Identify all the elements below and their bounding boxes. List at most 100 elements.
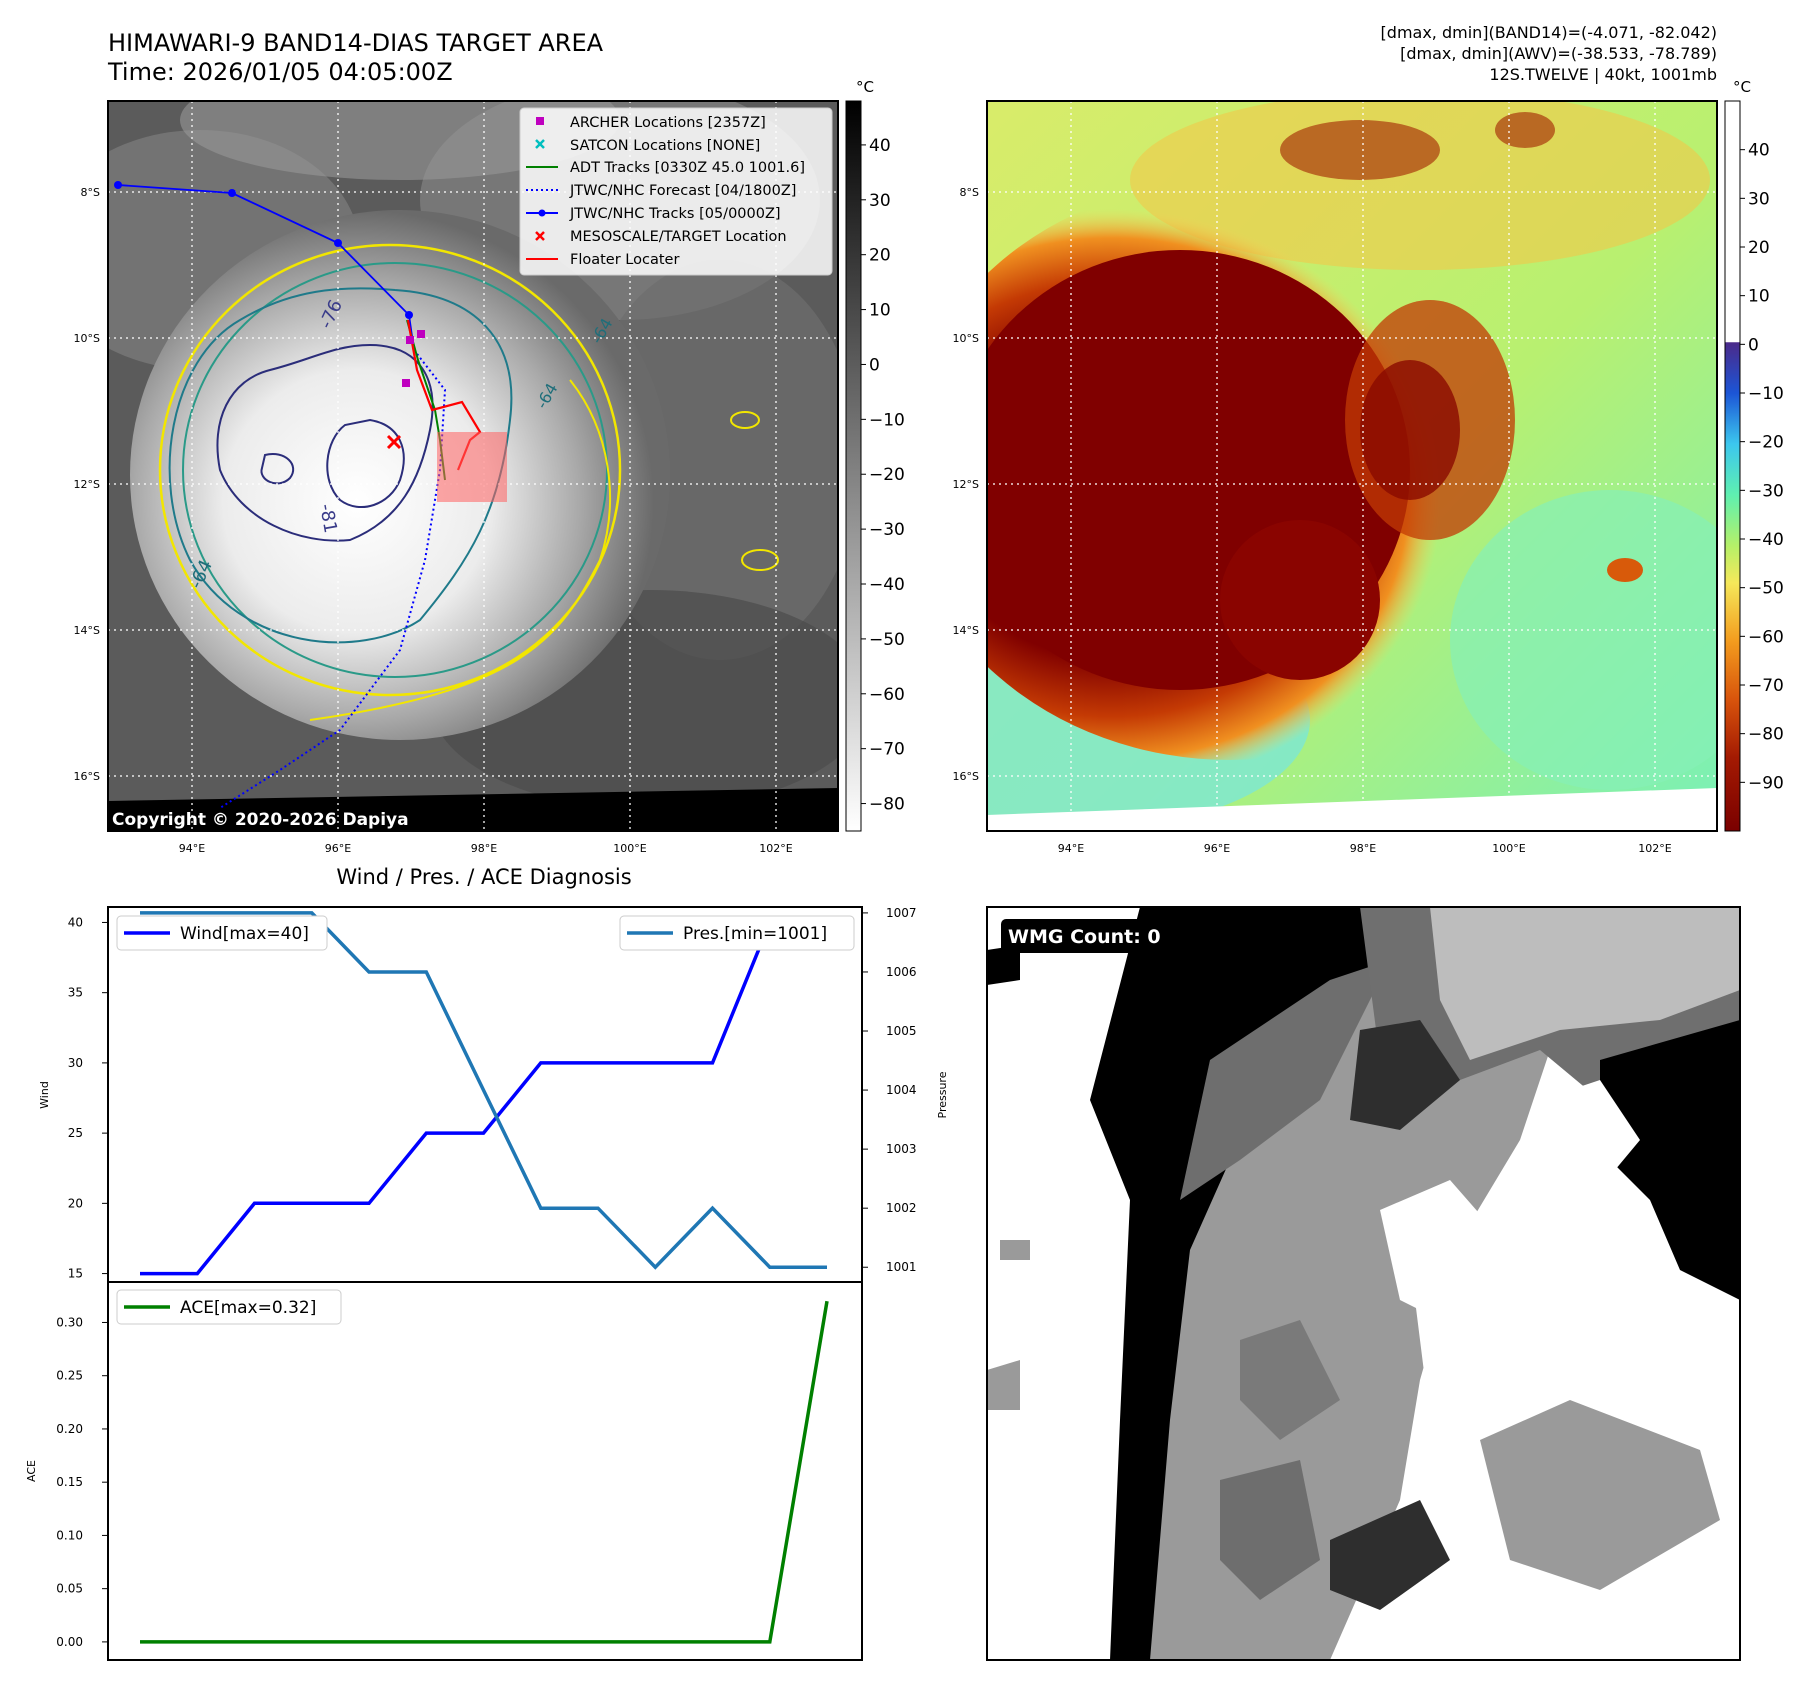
awv-colorbar-unit: °C [1733,78,1751,96]
ace-y-tick-label: 0.00 [56,1635,83,1649]
lat-tick-label: 10°S [74,332,100,345]
legend-item: ARCHER Locations [2357Z] [570,115,766,131]
floater-box [437,432,507,502]
pressure-y-tick-label: 1006 [886,965,917,979]
wind-y-tick-label: 30 [68,1056,83,1070]
tracks-legend-dot [538,209,546,217]
pressure-y-tick-label: 1001 [886,1260,917,1274]
ir-legend: ARCHER Locations [2357Z] SATCON Location… [519,107,833,276]
lat-tick-label: 16°S [74,770,100,783]
wind-legend-label: Wind[max=40] [180,924,309,944]
ir-colorbar [845,100,862,832]
wind-axis-label: Wind [38,1081,51,1109]
ir-colorbar-tick-label: −30 [869,520,905,540]
lat-tick-label: 14°S [74,624,100,637]
archer-marker [402,379,410,387]
wind-series-line [140,920,827,1276]
ir-colorbar-tick-label: 10 [869,301,891,321]
wmg-image [987,907,1740,1660]
archer-marker [417,330,425,338]
ir-colorbar-tick-label: −60 [869,685,905,705]
legend-item: ADT Tracks [0330Z 45.0 1001.6] [570,160,805,176]
lat-tick-label: 16°S [953,770,979,783]
pressure-axis-label: Pressure [936,1071,949,1118]
wmg-count-label: WMG Count: 0 [1008,926,1161,948]
jtwc-track-point [405,311,413,319]
pressure-legend-label: Pres.[min=1001] [683,924,827,944]
ir-colorbar-tick-label: 0 [869,355,880,375]
storm-tracks [114,181,507,809]
lon-tick-label: 94°E [179,842,205,855]
wmg-frame [986,906,1741,1661]
ace-chart: ACE 0.30 0.25 0.20 0.15 0.10 0.05 0.00 ACE[max… [25,1281,863,1661]
lat-tick-label: 8°S [81,186,100,199]
awv-stats: [dmax, dmin](AWV)=(-38.533, -78.789) [1400,44,1717,63]
pressure-series-line [140,911,827,1270]
ir-colorbar-tick-label: −20 [869,465,905,485]
ir-colorbar-tick-label: −40 [869,575,905,595]
storm-info: 12S.TWELVE | 40kt, 1001mb [1489,65,1717,84]
awv-colorbar-tick-label: 0 [1748,335,1759,355]
lat-tick-label: 10°S [953,332,979,345]
wmg-badge [1001,919,1179,953]
ir-colorbar-tick-label: −10 [869,410,905,430]
diagnosis-title: Wind / Pres. / ACE Diagnosis [336,865,631,889]
awv-colorbar-tick-label: −30 [1748,481,1784,501]
lon-tick-label: 102°E [1638,842,1671,855]
pressure-y-tick-label: 1005 [886,1024,917,1038]
awv-frame [986,100,1718,832]
ir-colorbar-tick-label: 20 [869,246,891,266]
band14-stats: [dmax, dmin](BAND14)=(-4.071, -82.042) [1381,23,1717,42]
legend-item: JTWC/NHC Forecast [04/1800Z] [569,183,796,199]
lon-tick-label: 96°E [325,842,351,855]
jtwc-track-point [228,189,236,197]
awv-colorbar-tick-label: 30 [1748,189,1770,209]
ir-colorbar-tick-label: −80 [869,795,905,815]
pressure-y-tick-label: 1002 [886,1201,917,1215]
awv-gridlines [987,101,1717,831]
satcon-legend-icon [535,139,545,149]
awv-colorbar-tick-label: 10 [1748,287,1770,307]
figure-time: Time: 2026/01/05 04:05:00Z [107,58,453,86]
ir-colorbar-tick-label: 30 [869,191,891,211]
legend-item: JTWC/NHC Tracks [05/0000Z] [569,206,781,222]
awv-colorbar-tick-label: −50 [1748,579,1784,599]
ace-series-line [140,1300,829,1644]
lon-tick-label: 100°E [613,842,646,855]
contour-label: -81 [315,502,341,535]
ace-y-tick-label: 0.20 [56,1422,83,1436]
awv-colorbar-tick-label: −40 [1748,530,1784,550]
lat-tick-label: 12°S [74,478,100,491]
jtwc-forecast-line [219,349,447,809]
archer-marker [406,336,414,344]
jtwc-track-point [334,239,342,247]
pressure-y-tick-label: 1004 [886,1083,917,1097]
lon-tick-label: 98°E [1350,842,1376,855]
awv-colorbar [1724,100,1741,832]
wind-y-tick-label: 35 [68,986,83,1000]
pressure-legend: Pres.[min=1001] [619,915,855,951]
ace-legend: ACE[max=0.32] [116,1289,342,1325]
ir-satellite-panel: -76 -64 -64 -81 -64 Copyright © 2020-202… [107,78,905,832]
lat-tick-label: 14°S [953,624,979,637]
awv-colorbar-tick-label: −70 [1748,676,1784,696]
legend-item: MESOSCALE/TARGET Location [570,229,787,245]
ir-colorbar-tick-label: 40 [869,136,891,156]
lon-tick-label: 102°E [759,842,792,855]
ir-colorbar-tick-label: −70 [869,740,905,760]
wind-y-tick-label: 20 [68,1196,83,1210]
wind-y-tick-label: 15 [68,1267,83,1281]
awv-colorbar-tick-label: 40 [1748,141,1770,161]
awv-colorbar-tick-label: −90 [1748,773,1784,793]
awv-panel: °C 40 30 20 10 0 −10 −20 −30 −40 −50 −60 −70 −80 −90 [986,78,1784,832]
archer-legend-icon [536,117,544,125]
ace-chart-frame [107,1281,863,1661]
lon-tick-label: 94°E [1058,842,1084,855]
pressure-y-tick-label: 1003 [886,1142,917,1156]
lon-tick-label: 100°E [1492,842,1525,855]
ace-y-tick-label: 0.30 [56,1315,83,1329]
awv-colorbar-tick-label: −10 [1748,384,1784,404]
awv-colorbar-tick-label: −20 [1748,433,1784,453]
target-legend-icon [535,231,545,241]
